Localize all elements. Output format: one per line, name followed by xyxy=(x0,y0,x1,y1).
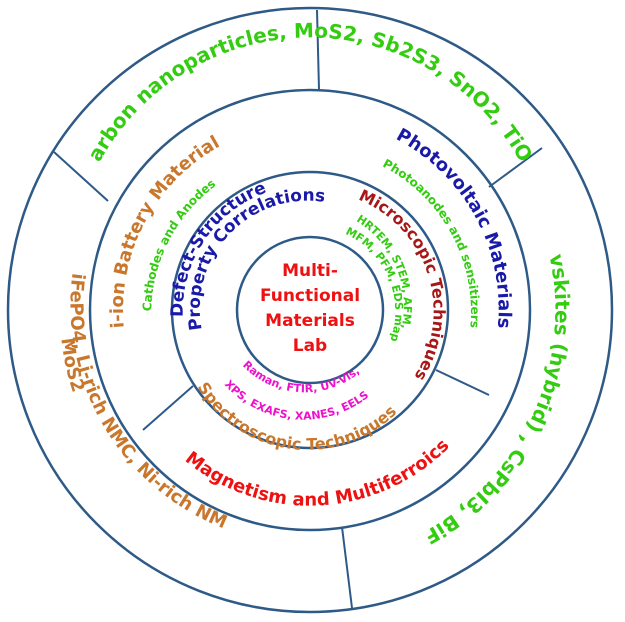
outer-ring-circle xyxy=(6,6,614,614)
outer-top-label: Carbon nanoparticles, MoS2, Sb2S3, SnO2,… xyxy=(0,0,538,166)
defect-line-2: Property Correlations xyxy=(185,186,327,332)
middle-divider-right xyxy=(435,369,490,396)
outer-top-path: Carbon nanoparticles, MoS2, Sb2S3, SnO2,… xyxy=(0,0,538,166)
center-line-1: Multi- xyxy=(282,261,338,281)
middle-ring-circle xyxy=(88,88,532,532)
center-circle xyxy=(235,235,385,385)
outer-divider-right xyxy=(488,147,543,188)
outer-divider-top xyxy=(316,9,320,91)
defect-line-2-path: Property Correlations xyxy=(185,186,327,332)
center-line-4: Lab xyxy=(293,336,327,356)
center-line-2: Functional xyxy=(260,286,360,306)
outer-divider-left xyxy=(53,151,109,202)
middle-divider-left xyxy=(142,385,194,431)
spectro-line-1-path: Raman, FTIR, UV-Vis, xyxy=(240,358,362,395)
inner-ring-circle xyxy=(170,170,450,450)
spectro-line-1: Raman, FTIR, UV-Vis, xyxy=(240,358,362,395)
outer-divider-bottom xyxy=(341,526,353,609)
center-line-3: Materials xyxy=(265,311,355,331)
